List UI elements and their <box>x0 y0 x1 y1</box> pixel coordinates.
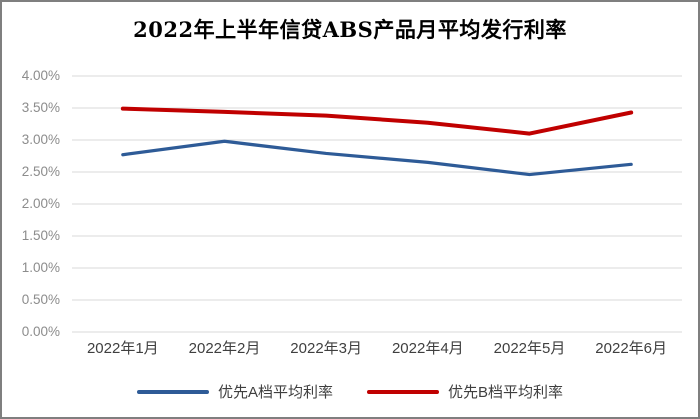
y-axis-tick-label: 1.50% <box>21 228 60 243</box>
y-axis-tick-label: 3.50% <box>21 100 60 115</box>
x-axis-tick-label: 2022年4月 <box>391 340 464 357</box>
x-axis-tick-label: 2022年5月 <box>493 340 566 357</box>
legend-item-series-a: 优先A档平均利率 <box>136 381 333 402</box>
series-line-b <box>120 106 634 136</box>
chart-title: 2022年上半年信贷ABS产品月平均发行利率 <box>133 17 567 42</box>
legend-label-series-a: 优先A档平均利率 <box>217 384 333 401</box>
y-axis-tick-label: 0.50% <box>21 292 60 307</box>
legend-item-series-b: 优先B档平均利率 <box>367 381 563 402</box>
series-line-a <box>121 139 633 177</box>
y-axis-tick-label: 4.00% <box>21 68 60 83</box>
y-axis-tick-label: 1.00% <box>21 260 60 275</box>
x-axis-tick-label: 2022年3月 <box>290 340 363 357</box>
y-axis-tick-label: 0.00% <box>21 324 60 339</box>
y-axis-tick-label: 2.00% <box>21 196 60 211</box>
legend-line-swatch-series-a <box>136 389 209 394</box>
x-axis-tick-label: 2022年6月 <box>595 340 668 357</box>
chart-legend: 优先A档平均利率 优先B档平均利率 <box>2 381 698 402</box>
legend-line-swatch-series-b <box>367 389 439 394</box>
y-axis-tick-label: 3.00% <box>21 132 60 147</box>
y-axis-tick-label: 2.50% <box>21 164 60 179</box>
x-axis-tick-label: 2022年1月 <box>86 340 159 357</box>
legend-label-series-b: 优先B档平均利率 <box>448 384 564 401</box>
x-axis-tick-label: 2022年2月 <box>188 340 261 357</box>
